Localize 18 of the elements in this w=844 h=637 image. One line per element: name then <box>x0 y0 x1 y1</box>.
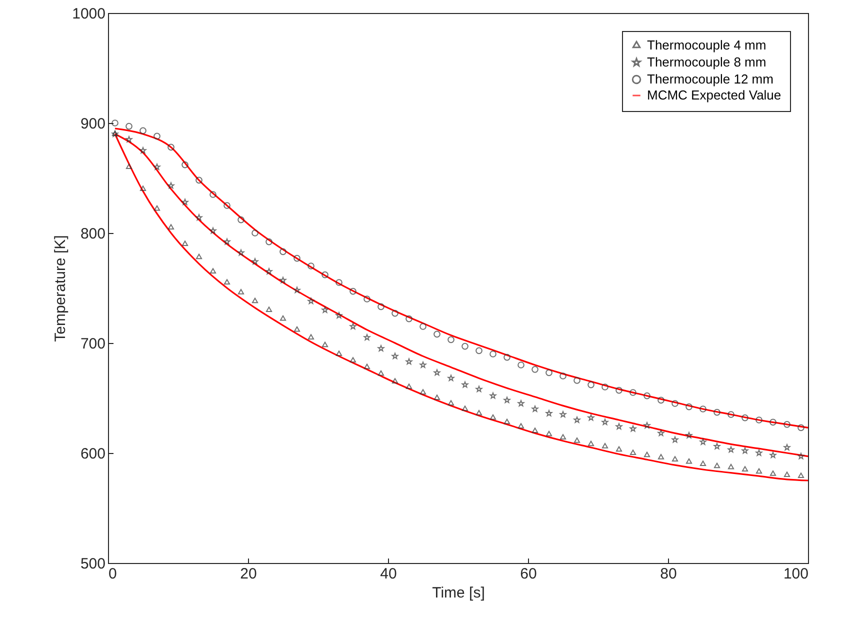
x-tick-label: 40 <box>380 566 397 582</box>
legend-label: Thermocouple 4 mm <box>647 38 766 52</box>
y-tick-label: 600 <box>80 446 106 462</box>
x-tick-label: 80 <box>660 566 677 582</box>
y-tick-label: 900 <box>80 116 106 132</box>
y-tick-label: 500 <box>80 556 106 572</box>
x-tick-label: 20 <box>240 566 257 582</box>
x-tick-label: 100 <box>783 566 808 582</box>
legend-label: MCMC Expected Value <box>647 88 782 102</box>
legend-label: Thermocouple 8 mm <box>647 54 766 70</box>
y-axis-title: Temperature [K] <box>52 235 70 342</box>
y-tick-label: 800 <box>80 226 106 242</box>
y-tick-label: 1000 <box>72 6 106 22</box>
y-tick-label: 700 <box>80 336 106 352</box>
x-axis-title: Time [s] <box>432 584 485 602</box>
x-tick-label: 0 <box>108 566 117 582</box>
x-tick-label: 60 <box>520 566 537 582</box>
legend-label: Thermocouple 12 mm <box>647 72 774 86</box>
